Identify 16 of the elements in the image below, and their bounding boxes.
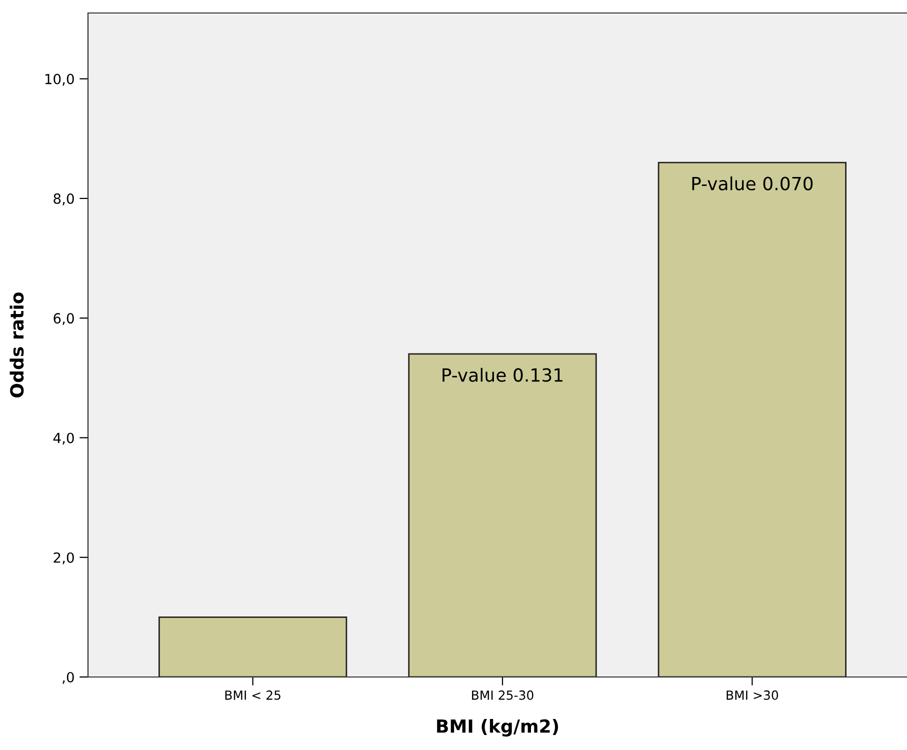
y-tick-label: 10,0 bbox=[45, 74, 74, 86]
x-tick-label: BMI 25-30 bbox=[472, 690, 534, 700]
x-tick-label: BMI < 25 bbox=[225, 690, 280, 700]
x-tick-label: BMI >30 bbox=[726, 690, 778, 700]
y-tick-label: 4,0 bbox=[53, 432, 74, 445]
y-tick-label: 2,0 bbox=[54, 552, 74, 564]
x-axis-title: BMI (kg/m2) bbox=[437, 718, 558, 737]
annotation: P-value 0.070 bbox=[692, 176, 813, 190]
y-tick-label: 8,0 bbox=[54, 193, 74, 206]
bar bbox=[408, 353, 597, 677]
annotation: P-value 0.131 bbox=[442, 368, 562, 382]
y-tick-label: 6,0 bbox=[54, 313, 74, 325]
bar bbox=[158, 616, 348, 677]
bar bbox=[658, 162, 847, 677]
y-tick-label: ,0 bbox=[62, 672, 74, 684]
y-axis-title: Odds ratio bbox=[10, 292, 24, 398]
